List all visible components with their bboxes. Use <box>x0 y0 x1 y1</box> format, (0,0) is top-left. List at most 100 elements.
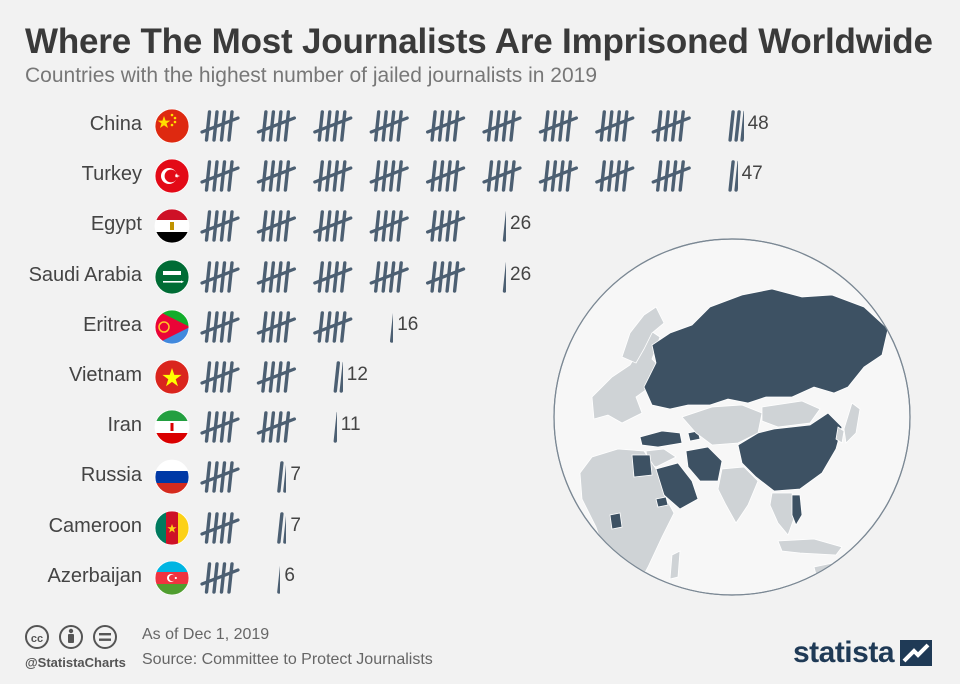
tally-marks <box>200 461 287 494</box>
country-label: Iran <box>107 414 142 437</box>
china-flag-icon <box>154 108 190 144</box>
vietnam-flag-icon <box>154 359 190 395</box>
tally-group <box>200 411 240 443</box>
value-label: 12 <box>346 364 368 385</box>
row-eritrea: Eritrea 16 <box>0 301 960 351</box>
tally-marks <box>200 210 506 243</box>
source-note: Source: Committee to Protect Journalists <box>142 651 433 668</box>
tally-group <box>595 110 635 142</box>
tally-group <box>256 260 297 293</box>
attribution-icon <box>59 625 83 649</box>
value-label: 16 <box>397 313 419 335</box>
row-cameroon: Cameroon 7 <box>0 502 960 552</box>
tally-group <box>200 511 240 544</box>
country-label: Eritrea <box>83 313 142 336</box>
tally-group <box>200 562 240 594</box>
scandinavia-land <box>621 306 665 364</box>
country-label: China <box>89 113 142 135</box>
tally-group <box>200 311 240 343</box>
eritrea-flag-icon <box>154 309 190 345</box>
tally-group <box>426 210 466 243</box>
country-label: Azerbaijan <box>47 564 142 587</box>
azerbaijan-flag-icon <box>154 560 190 596</box>
vietnam-land <box>791 494 803 526</box>
cameroon-land <box>609 512 623 530</box>
tally-remainder <box>728 110 744 142</box>
tally-group <box>369 210 409 243</box>
tally-marks <box>200 562 281 594</box>
tally-marks <box>200 160 738 192</box>
tally-remainder <box>277 563 281 594</box>
tally-remainder <box>502 261 506 293</box>
tally-marks <box>200 110 744 142</box>
tally-group <box>426 260 466 293</box>
tally-group <box>256 311 297 343</box>
tally-chart: China 48 Turkey 47 Egypt 26 Saudi Arabia 26 Erit… <box>0 100 960 610</box>
egypt-flag-icon <box>154 208 190 244</box>
tally-group <box>256 411 297 443</box>
egypt-land <box>631 454 653 478</box>
row-china: China 48 <box>0 100 960 150</box>
saudi-arabia-flag-icon <box>154 259 190 294</box>
tally-group <box>369 160 409 192</box>
southeast-asia-land <box>769 492 797 536</box>
tally-marks <box>200 311 394 343</box>
iran-land <box>685 446 723 482</box>
tally-group <box>200 110 240 142</box>
country-label: Vietnam <box>68 364 142 386</box>
tally-remainder <box>333 412 337 443</box>
value-label: 48 <box>747 113 769 134</box>
tally-group <box>256 361 297 393</box>
value-label: 26 <box>510 213 532 235</box>
world-map-globe <box>553 238 911 596</box>
tally-group <box>538 160 578 192</box>
tally-marks <box>200 361 343 393</box>
tally-group <box>369 110 409 142</box>
tally-group <box>482 160 522 192</box>
country-label: Egypt <box>90 213 142 236</box>
eritrea-land <box>655 496 669 508</box>
statista-logo-icon <box>900 640 932 666</box>
tally-remainder <box>277 461 287 494</box>
china-land <box>737 412 843 492</box>
tally-group <box>200 260 240 293</box>
brand-wordmark: statista <box>792 636 895 669</box>
tally-group <box>200 160 240 192</box>
turkey-land <box>639 430 683 448</box>
india-land <box>717 466 759 524</box>
row-saudi-arabia: Saudi Arabia 26 <box>0 251 960 301</box>
tally-group <box>256 110 297 142</box>
value-label: 7 <box>290 464 301 486</box>
japan-land <box>843 402 861 444</box>
tally-remainder <box>502 211 506 243</box>
tally-marks <box>200 411 337 443</box>
russia-land <box>643 288 889 410</box>
value-label: 47 <box>741 163 763 185</box>
value-label: 7 <box>290 514 301 536</box>
creative-commons-icon: cc <box>25 625 49 649</box>
tally-group <box>538 110 578 142</box>
country-label: Russia <box>80 464 142 487</box>
svg-text:cc: cc <box>31 633 43 645</box>
tally-group <box>200 461 240 494</box>
tally-group <box>200 210 240 243</box>
tally-group <box>313 311 353 343</box>
mongolia-land <box>761 400 821 428</box>
tally-group <box>426 160 466 192</box>
chart-title: Where The Most Journalists Are Imprisone… <box>25 22 933 61</box>
as-of-date: As of Dec 1, 2019 <box>142 626 270 643</box>
tally-marks <box>200 260 506 293</box>
tally-remainder <box>728 160 738 192</box>
country-label: Cameroon <box>48 514 142 537</box>
tally-group <box>651 110 691 142</box>
tally-marks <box>200 511 287 544</box>
korea-land <box>835 426 845 444</box>
tally-group <box>256 210 297 243</box>
row-russia: Russia 7 <box>0 451 960 501</box>
country-label: Turkey <box>81 163 142 186</box>
tally-group <box>313 160 353 192</box>
statista-logo: statista <box>793 636 932 670</box>
chart-subtitle: Countries with the highest number of jai… <box>25 64 597 87</box>
tally-remainder <box>277 511 287 544</box>
tally-group <box>369 260 409 293</box>
